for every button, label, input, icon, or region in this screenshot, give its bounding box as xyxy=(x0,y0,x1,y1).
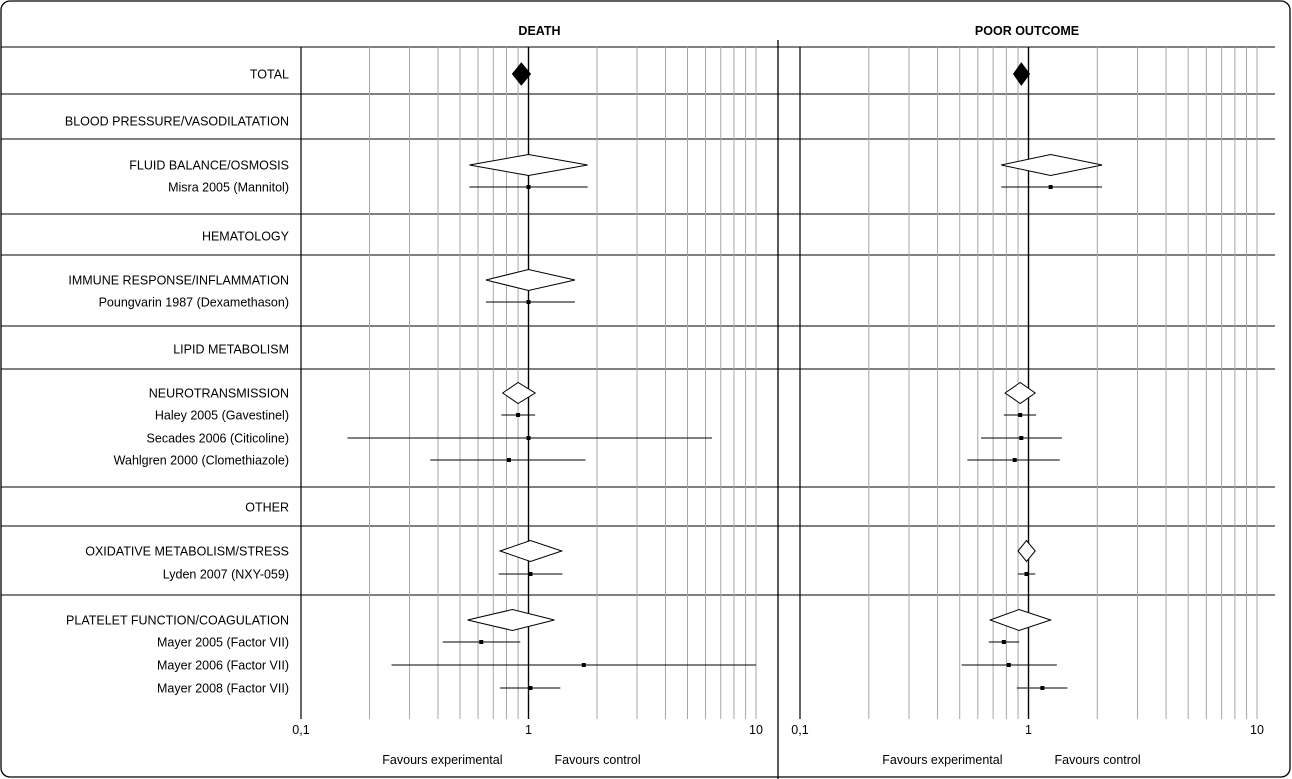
row-label-immune-response-inflammation: IMMUNE RESPONSE/INFLAMMATION xyxy=(68,274,289,288)
pooled-diamond-total xyxy=(1012,62,1031,86)
favours-control-label: Favours control xyxy=(555,753,641,767)
point-estimate-mayer-2006-factor-vii xyxy=(1006,663,1011,667)
point-estimate-haley-2005-gavestinel xyxy=(1018,413,1023,417)
point-estimate-lyden-2007-nxy-059 xyxy=(528,572,533,576)
point-estimate-secades-2006-citicoline xyxy=(526,436,531,440)
point-estimate-haley-2005-gavestinel xyxy=(516,413,521,417)
point-estimate-mayer-2008-factor-vii xyxy=(1040,686,1045,690)
point-estimate-poungvarin-1987-dexamethason xyxy=(526,300,531,304)
x-tick-label: 1 xyxy=(525,723,532,737)
x-tick-label: 10 xyxy=(749,723,763,737)
point-estimate-misra-2005-mannitol xyxy=(526,185,531,189)
point-estimate-misra-2005-mannitol xyxy=(1048,185,1053,189)
row-label-haley-2005-gavestinel: Haley 2005 (Gavestinel) xyxy=(155,409,289,423)
point-estimate-secades-2006-citicoline xyxy=(1019,436,1024,440)
section-separators xyxy=(1,40,1275,779)
summary-diamond-platelet-function-coagulation xyxy=(988,608,1053,632)
point-estimate-wahlgren-2000-clomethiazole xyxy=(506,458,511,462)
row-label-oxidative-metabolism-stress: OXIDATIVE METABOLISM/STRESS xyxy=(85,545,289,559)
row-label-blood-pressure-vasodilatation: BLOOD PRESSURE/VASODILATATION xyxy=(65,115,289,129)
panel-title-poor-outcome: POOR OUTCOME xyxy=(975,24,1079,38)
x-tick-label: 1 xyxy=(1025,723,1032,737)
summary-diamond-neurotransmission xyxy=(501,381,537,405)
point-estimate-lyden-2007-nxy-059 xyxy=(1024,572,1029,576)
summary-diamond-neurotransmission xyxy=(1004,381,1037,405)
summary-diamond-platelet-function-coagulation xyxy=(467,608,555,632)
row-label-secades-2006-citicoline: Secades 2006 (Citicoline) xyxy=(147,432,289,446)
point-estimate-wahlgren-2000-clomethiazole xyxy=(1012,458,1017,462)
summary-diamond-immune-response-inflammation xyxy=(485,268,576,292)
summary-diamond-oxidative-metabolism-stress xyxy=(1017,539,1036,563)
row-label-lyden-2007-nxy-059: Lyden 2007 (NXY-059) xyxy=(163,568,289,582)
favours-experimental-label: Favours experimental xyxy=(382,753,502,767)
point-estimate-mayer-2006-factor-vii xyxy=(581,663,586,667)
x-tick-label: 0,1 xyxy=(791,723,808,737)
x-tick-label: 10 xyxy=(1250,723,1264,737)
axis-labels: DEATH 0,1 1 10 Favours experimental Favours c… xyxy=(292,24,1264,767)
row-label-platelet-function-coagulation: PLATELET FUNCTION/COAGULATION xyxy=(66,614,289,628)
row-labels: TOTAL BLOOD PRESSURE/VASODILATATION FLUID … xyxy=(65,68,290,696)
favours-experimental-label: Favours experimental xyxy=(882,753,1002,767)
row-label-hematology: HEMATOLOGY xyxy=(202,230,290,244)
summary-diamond-oxidative-metabolism-stress xyxy=(498,539,564,563)
row-label-lipid-metabolism: LIPID METABOLISM xyxy=(173,343,289,357)
x-tick-label: 0,1 xyxy=(292,723,309,737)
row-label-wahlgren-2000-clomethiazole: Wahlgren 2000 (Clomethiazole) xyxy=(114,454,289,468)
summary-diamond-fluid-balance-osmosis xyxy=(469,153,588,177)
point-estimate-mayer-2008-factor-vii xyxy=(528,686,533,690)
row-label-neurotransmission: NEUROTRANSMISSION xyxy=(149,387,289,401)
pooled-diamond-total xyxy=(511,62,532,86)
summary-diamond-fluid-balance-osmosis xyxy=(1001,153,1103,177)
point-estimate-mayer-2005-factor-vii xyxy=(1001,640,1006,644)
point-estimate-mayer-2005-factor-vii xyxy=(479,640,484,644)
row-label-mayer-2006-factor-vii: Mayer 2006 (Factor VII) xyxy=(157,659,289,673)
row-label-misra-2005-mannitol: Misra 2005 (Mannitol) xyxy=(168,181,289,195)
panel-title-death: DEATH xyxy=(518,24,560,38)
row-label-poungvarin-1987-dexamethason: Poungvarin 1987 (Dexamethason) xyxy=(99,296,289,310)
row-label-mayer-2008-factor-vii: Mayer 2008 (Factor VII) xyxy=(157,682,289,696)
row-label-mayer-2005-factor-vii: Mayer 2005 (Factor VII) xyxy=(157,636,289,650)
row-label-total: TOTAL xyxy=(250,68,289,82)
gridlines xyxy=(300,47,1258,719)
favours-control-label: Favours control xyxy=(1055,753,1141,767)
row-label-other: OTHER xyxy=(245,501,289,515)
estimate-marks xyxy=(347,62,1103,690)
row-label-fluid-balance-osmosis: FLUID BALANCE/OSMOSIS xyxy=(129,159,289,173)
